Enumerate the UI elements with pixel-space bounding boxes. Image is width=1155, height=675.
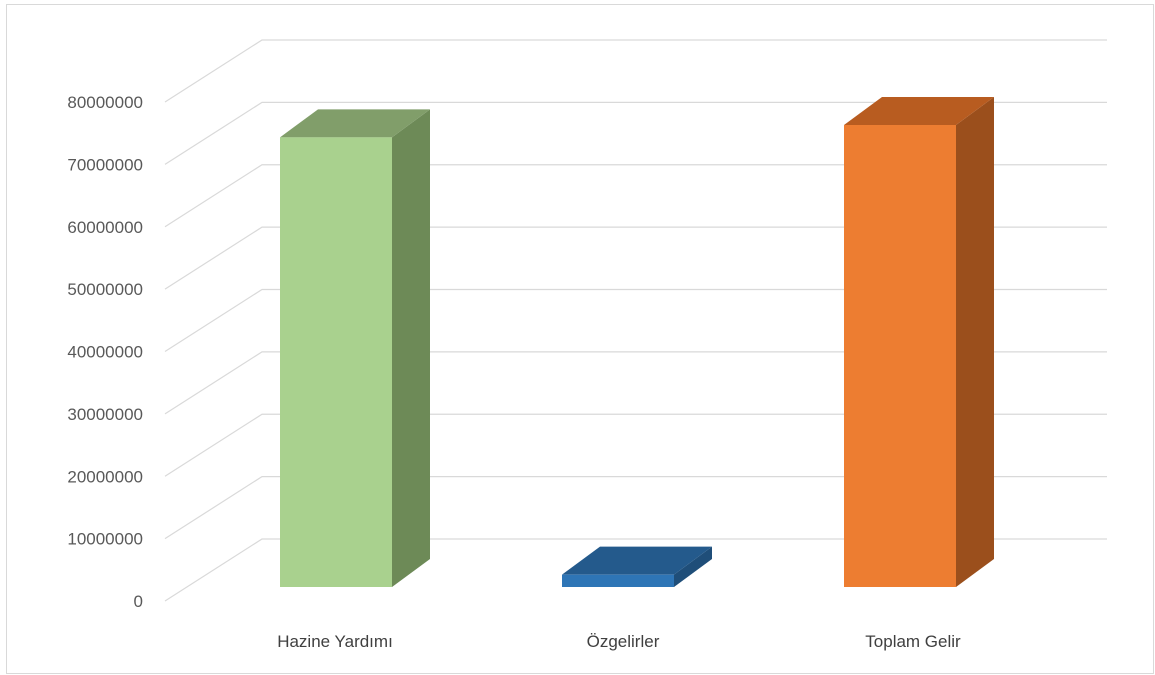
- gridline: [164, 351, 1107, 415]
- y-tick-label: 20000000: [67, 467, 143, 486]
- bar-top: [280, 109, 430, 138]
- bar-side: [392, 109, 430, 587]
- x-category-labels: Hazine Yardımı Özgelirler Toplam Gelir: [277, 632, 961, 651]
- gridline: [164, 538, 1107, 602]
- bar-front: [844, 125, 956, 587]
- bar-front: [562, 574, 674, 587]
- y-tick-label: 30000000: [67, 405, 143, 424]
- bar-side: [956, 97, 994, 587]
- bar: [562, 546, 712, 587]
- y-tick-label: 80000000: [67, 93, 143, 112]
- y-tick-label: 60000000: [67, 218, 143, 237]
- gridline: [164, 476, 1107, 540]
- bar: [280, 109, 430, 587]
- gridline: [164, 288, 1107, 353]
- bar-front: [280, 137, 392, 587]
- y-tick-label: 50000000: [67, 280, 143, 299]
- bar-side: [674, 546, 712, 587]
- x-category-label: Toplam Gelir: [865, 632, 961, 651]
- bars: [280, 97, 994, 587]
- bar: [844, 97, 994, 587]
- y-tick-label: 0: [134, 592, 143, 611]
- gridline: [164, 164, 1107, 228]
- x-category-label: Hazine Yardımı: [277, 632, 393, 651]
- bar-top: [562, 546, 712, 575]
- gridline: [164, 413, 1107, 477]
- bar-top: [844, 97, 994, 125]
- x-category-label: Özgelirler: [587, 632, 660, 651]
- gridline: [164, 39, 1107, 103]
- y-tick-label: 70000000: [67, 155, 143, 174]
- gridline: [164, 226, 1107, 290]
- gridlines: [164, 39, 1107, 602]
- y-tick-label: 10000000: [67, 530, 143, 549]
- y-tick-labels: 0 10000000 20000000 30000000 40000000 5000000…: [67, 93, 143, 611]
- y-tick-label: 40000000: [67, 343, 143, 362]
- gridline: [164, 101, 1107, 165]
